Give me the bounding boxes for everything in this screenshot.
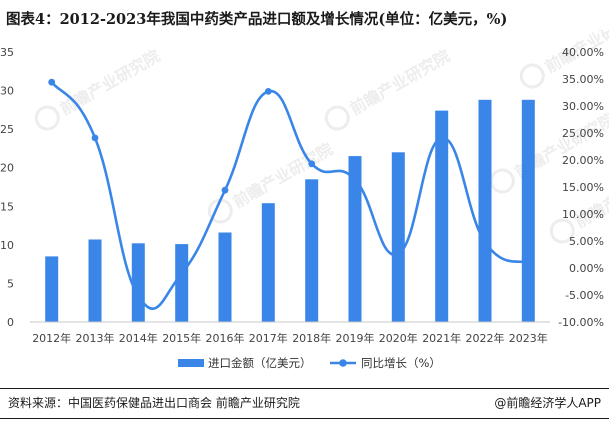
bar-11: [521, 99, 535, 322]
marker-1: [91, 134, 99, 142]
growth-line: [50, 81, 529, 310]
right-tick-label: 0.00%: [569, 262, 604, 275]
bar-9: [435, 110, 449, 322]
x-tick-label: 2017年: [249, 331, 288, 345]
left-axis-ticks: 0 5 10 15 20 25 30 35: [0, 46, 14, 329]
marker-0: [48, 78, 56, 86]
growth-markers: [48, 78, 532, 300]
right-tick-label: -10.00%: [558, 316, 604, 329]
marker-3: [178, 270, 186, 277]
left-tick-label: 5: [7, 277, 14, 290]
x-axis-ticks: 2012年 2013年 2014年 2015年 2016年 2017年 2018年 2019年…: [32, 331, 548, 345]
source-note: 资料来源：中国医药保健品进出口商会 前瞻产业研究院: [8, 396, 300, 410]
combo-chart: 前瞻产业研究院前瞻产业研究院前瞻产业研究院前瞻产业研究院前瞻产业研究院前瞻产业研…: [0, 30, 609, 370]
chart-title: 图表4：2012-2023年我国中药类产品进口额及增长情况(单位：亿美元，%): [6, 11, 508, 28]
watermark: 前瞻产业研究院: [324, 46, 454, 131]
legend-line-marker: [339, 359, 347, 367]
x-tick-label: 2015年: [162, 331, 201, 345]
left-tick-label: 30: [0, 85, 14, 98]
bar-1: [88, 239, 102, 322]
bar-6: [305, 179, 319, 322]
watermark-text: 前瞻产业研究院: [347, 46, 454, 118]
bar-5: [261, 203, 275, 322]
x-tick-label: 2013年: [76, 331, 115, 345]
right-tick-label: 30.00%: [562, 100, 604, 113]
marker-10: [481, 238, 489, 246]
x-tick-label: 2012年: [32, 331, 71, 345]
footer-divider-top: [0, 388, 609, 389]
watermark-logo: [34, 105, 60, 131]
watermark: 前瞻产业研究院: [34, 46, 164, 131]
bar-series: [45, 99, 535, 322]
legend-bar-label: 进口金额（亿美元）: [208, 356, 312, 370]
right-tick-label: 25.00%: [562, 127, 604, 140]
bar-8: [391, 152, 405, 322]
marker-9: [438, 134, 446, 142]
bar-2: [131, 243, 145, 322]
left-tick-label: 35: [0, 46, 14, 59]
marker-4: [221, 186, 229, 194]
marker-6: [308, 160, 316, 168]
right-tick-label: 5.00%: [569, 235, 604, 248]
right-tick-label: 15.00%: [562, 181, 604, 194]
left-tick-label: 10: [0, 239, 14, 252]
left-tick-label: 0: [7, 316, 14, 329]
right-tick-label: 35.00%: [562, 73, 604, 86]
x-tick-label: 2019年: [336, 331, 375, 345]
legend-bar-swatch: [178, 359, 204, 367]
watermark-logo: [549, 218, 575, 244]
marker-11: [524, 259, 532, 267]
watermark-logo: [489, 168, 515, 194]
right-axis-ticks: -10.00% -5.00% 0.00% 5.00% 10.00% 15.00% 20.00…: [558, 46, 604, 329]
x-tick-label: 2021年: [422, 331, 461, 345]
watermark-text: 前瞻产业研究院: [230, 139, 337, 211]
watermark-logo: [324, 105, 350, 131]
brand-credit: @前瞻经济学人APP: [494, 396, 601, 410]
left-tick-label: 15: [0, 200, 14, 213]
marker-5: [264, 88, 272, 95]
bar-3: [175, 244, 189, 322]
right-tick-label: 20.00%: [562, 154, 604, 167]
legend: 进口金额（亿美元） 同比增长（%）: [178, 356, 441, 370]
footer-divider-bottom: [0, 418, 609, 419]
left-tick-label: 25: [0, 123, 14, 136]
x-tick-label: 2020年: [379, 331, 418, 345]
left-tick-label: 20: [0, 162, 14, 175]
right-tick-label: -5.00%: [565, 289, 604, 302]
bar-4: [218, 232, 232, 322]
bar-7: [348, 156, 362, 322]
x-tick-label: 2018年: [292, 331, 331, 345]
watermark-logo: [519, 63, 545, 89]
watermark-text: 前瞻产业研究院: [57, 46, 164, 118]
x-tick-label: 2022年: [466, 331, 505, 345]
marker-8: [394, 250, 402, 258]
right-tick-label: 40.00%: [562, 46, 604, 59]
marker-2: [134, 292, 142, 300]
right-tick-label: 10.00%: [562, 208, 604, 221]
marker-7: [351, 176, 359, 183]
x-tick-label: 2014年: [119, 331, 158, 345]
bar-10: [478, 99, 492, 322]
legend-line-label: 同比增长（%）: [361, 356, 441, 370]
x-tick-label: 2016年: [206, 331, 245, 345]
watermark-logo: [207, 198, 233, 224]
bar-0: [45, 256, 59, 322]
watermark: 前瞻产业研究院: [549, 159, 609, 244]
x-tick-label: 2023年: [509, 331, 548, 345]
